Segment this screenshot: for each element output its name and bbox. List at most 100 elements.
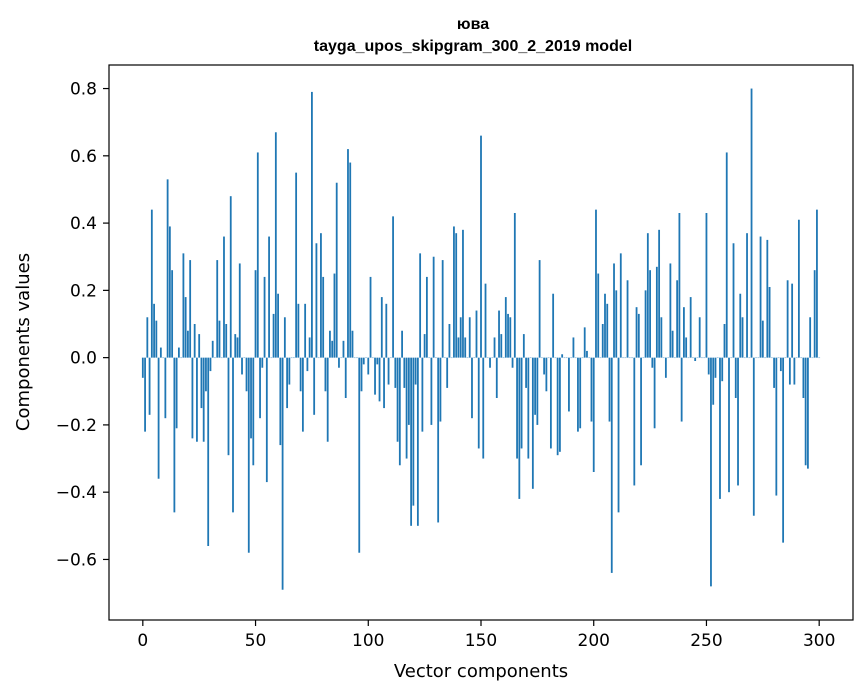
x-axis-ticks: 0 50 100 150 200 250 300 — [137, 620, 835, 651]
bar-1 — [144, 357, 146, 432]
bar-113 — [396, 357, 399, 442]
bar-22 — [191, 357, 194, 439]
bar-11 — [166, 179, 169, 358]
bar-96 — [358, 357, 361, 553]
bar-86 — [335, 182, 338, 358]
bar-3 — [148, 357, 151, 415]
bar-176 — [538, 260, 541, 358]
bar-18 — [182, 253, 185, 358]
bar-73 — [306, 357, 309, 372]
bar-252 — [710, 357, 712, 587]
bar-270 — [750, 88, 753, 358]
bar-90 — [344, 357, 347, 398]
bar-105 — [378, 357, 381, 402]
bar-82 — [326, 357, 329, 442]
bar-93 — [351, 330, 354, 358]
bar-12 — [168, 226, 171, 358]
bar-65 — [288, 357, 291, 385]
bar-268 — [746, 233, 748, 358]
bar-103 — [374, 357, 376, 395]
bar-287 — [788, 357, 791, 385]
bar-169 — [522, 334, 525, 358]
bar-39 — [229, 196, 232, 358]
bar-69 — [297, 303, 300, 358]
bar-60 — [277, 293, 279, 358]
bar-38 — [227, 357, 230, 456]
bar-251 — [707, 357, 710, 375]
bar-107 — [383, 357, 385, 409]
bar-165 — [513, 213, 516, 358]
bar-46 — [245, 357, 248, 392]
bar-125 — [423, 334, 426, 358]
bar-89 — [342, 340, 345, 358]
bar-28 — [205, 357, 207, 392]
bar-170 — [525, 357, 527, 388]
bar-189 — [568, 357, 570, 412]
bar-98 — [362, 357, 365, 365]
bar-157 — [495, 357, 498, 398]
bar-152 — [484, 283, 487, 358]
bar-54 — [263, 276, 266, 358]
bar-59 — [274, 132, 277, 358]
bar-58 — [272, 313, 275, 358]
bar-224 — [646, 233, 649, 358]
y-tick-label: −0.2 — [56, 416, 97, 436]
bar-97 — [360, 357, 363, 392]
bar-253 — [712, 357, 715, 405]
bar-132 — [439, 357, 442, 422]
bar-92 — [349, 162, 352, 358]
bar-7 — [157, 357, 160, 479]
bar-288 — [791, 283, 794, 358]
bar-286 — [786, 280, 789, 358]
bar-265 — [739, 293, 742, 358]
bar-128 — [430, 357, 433, 425]
x-tick-label: 50 — [245, 631, 267, 651]
bar-112 — [394, 357, 397, 388]
bar-271 — [752, 357, 755, 516]
y-tick-label: 0.4 — [70, 214, 97, 234]
bar-274 — [759, 236, 762, 358]
y-tick-label: −0.4 — [56, 483, 97, 503]
bar-6 — [155, 320, 158, 358]
bar-186 — [561, 354, 564, 358]
y-axis-label: Components values — [13, 253, 34, 431]
bar-13 — [171, 270, 174, 358]
bar-283 — [779, 357, 782, 372]
bar-240 — [683, 307, 685, 358]
bar-193 — [577, 357, 579, 432]
bar-284 — [782, 357, 785, 543]
bar-40 — [232, 357, 234, 513]
bar-101 — [369, 276, 372, 358]
bar-199 — [590, 357, 593, 422]
bar-263 — [734, 357, 737, 398]
bar-4 — [150, 209, 153, 358]
bar-226 — [651, 357, 654, 368]
bar-74 — [308, 337, 311, 358]
bar-229 — [658, 229, 661, 358]
bar-79 — [320, 233, 322, 358]
bar-191 — [572, 337, 575, 358]
bar-109 — [387, 357, 390, 385]
bar-162 — [507, 313, 509, 358]
bar-30 — [209, 357, 212, 372]
y-tick-label: −0.6 — [56, 550, 97, 570]
bar-118 — [407, 357, 410, 425]
bar-299 — [816, 209, 818, 358]
chart-title: юва — [457, 16, 489, 33]
bar-146 — [471, 357, 473, 419]
bar-61 — [279, 357, 282, 446]
bar-238 — [678, 213, 681, 358]
bar-150 — [480, 135, 482, 358]
bar-72 — [304, 303, 307, 358]
bar-174 — [534, 357, 537, 415]
bar-275 — [761, 320, 764, 358]
bar-34 — [218, 320, 221, 358]
bar-200 — [592, 357, 595, 472]
bar-230 — [660, 317, 663, 358]
bar-136 — [448, 324, 451, 358]
bar-114 — [398, 357, 401, 466]
bar-145 — [468, 317, 471, 358]
bar-52 — [259, 357, 261, 419]
bar-161 — [504, 297, 507, 358]
y-tick-label: 0.8 — [70, 80, 97, 100]
